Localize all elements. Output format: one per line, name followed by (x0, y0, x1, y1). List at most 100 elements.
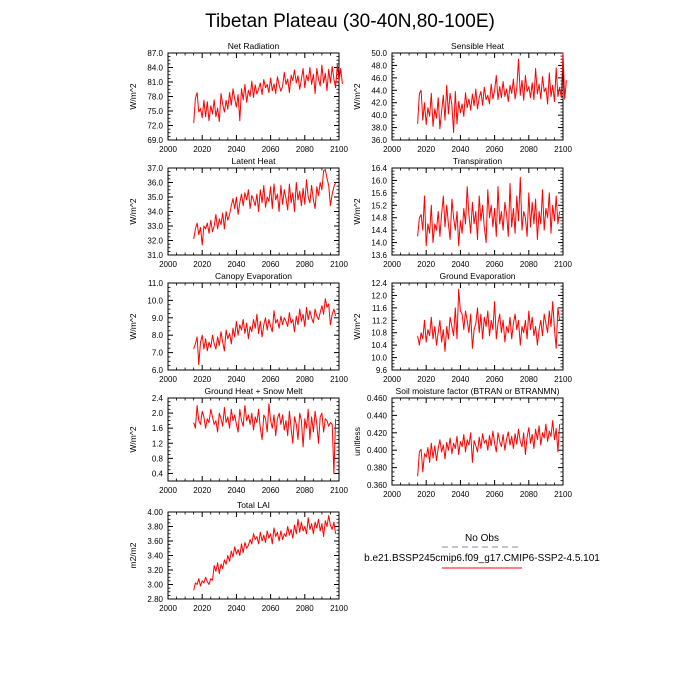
y-tick-label: 46.0 (371, 74, 387, 83)
y-axis-label: W/m^2 (128, 426, 138, 452)
y-tick-label: 2.0 (152, 409, 164, 418)
y-tick-label: 15.6 (371, 189, 387, 198)
y-tick-label: 3.60 (147, 537, 163, 546)
y-axis-label: unitless (352, 427, 362, 456)
x-tick-label: 2060 (262, 486, 280, 495)
x-tick-label: 2000 (159, 260, 177, 269)
y-tick-label: 10.4 (371, 341, 387, 350)
plot-frame (167, 282, 340, 371)
x-tick-label: 2040 (228, 604, 246, 613)
y-tick-label: 10.0 (371, 354, 387, 363)
figure-title: Tibetan Plateau (30-40N,80-100E) (205, 11, 495, 32)
panel-total_lai: Total LAI m2/m2 2.80 3.00 3.20 3.40 3.60 3.80 4.… (128, 500, 348, 613)
y-tick-label: 69.0 (147, 136, 163, 145)
x-tick-label: 2020 (193, 486, 211, 495)
y-tick-label: 84.0 (147, 64, 163, 73)
y-tick-label: 3.40 (147, 552, 163, 561)
series-line-model (193, 515, 337, 591)
y-tick-label: 38.0 (371, 124, 387, 133)
x-tick-label: 2100 (330, 604, 348, 613)
y-tick-label: 9.0 (152, 314, 164, 323)
panel-title: Canopy Evaporation (215, 271, 292, 281)
panel-title: Transpiration (453, 156, 503, 166)
y-tick-label: 36.0 (147, 179, 163, 188)
x-tick-label: 2060 (262, 375, 280, 384)
y-tick-label: 87.0 (147, 49, 163, 58)
x-tick-label: 2040 (452, 490, 470, 499)
panel-title: Total LAI (237, 500, 270, 510)
panel-ground_heat_snow_melt: Ground Heat + Snow Melt W/m^2 0.4 0.8 1.2 1.6… (128, 386, 348, 495)
x-tick-label: 2080 (520, 375, 538, 384)
y-tick-label: 81.0 (147, 78, 163, 87)
panel-title: Ground Heat + Snow Melt (204, 386, 303, 396)
x-tick-label: 2020 (417, 145, 435, 154)
plot-frame (167, 167, 340, 256)
y-axis-label: W/m^2 (128, 83, 138, 109)
y-tick-label: 36.0 (371, 136, 387, 145)
y-tick-label: 42.0 (371, 99, 387, 108)
x-tick-label: 2060 (486, 145, 504, 154)
plot-frame (167, 511, 340, 600)
x-tick-label: 2040 (228, 145, 246, 154)
y-tick-label: 34.0 (147, 208, 163, 217)
x-tick-label: 2080 (296, 260, 314, 269)
y-tick-label: 72.0 (147, 122, 163, 131)
legend-obs-label: No Obs (465, 533, 499, 544)
y-tick-label: 75.0 (147, 107, 163, 116)
x-tick-label: 2100 (554, 145, 572, 154)
x-tick-label: 2040 (228, 486, 246, 495)
series-line-model (193, 64, 343, 124)
x-tick-label: 2000 (159, 604, 177, 613)
x-tick-label: 2060 (486, 490, 504, 499)
x-tick-label: 2000 (159, 486, 177, 495)
x-tick-label: 2040 (228, 375, 246, 384)
y-tick-label: 40.0 (371, 111, 387, 120)
y-axis-label: W/m^2 (128, 198, 138, 224)
x-tick-label: 2020 (193, 145, 211, 154)
y-tick-label: 0.460 (367, 394, 388, 403)
x-tick-label: 2100 (554, 490, 572, 499)
x-tick-label: 2040 (452, 145, 470, 154)
x-tick-label: 2100 (330, 260, 348, 269)
x-tick-label: 2080 (296, 375, 314, 384)
y-tick-label: 0.440 (367, 411, 388, 420)
y-tick-label: 14.0 (371, 239, 387, 248)
x-tick-label: 2020 (417, 260, 435, 269)
panel-transpiration: Transpiration W/m^2 13.6 14.0 14.4 14.8 15.2 15… (352, 156, 572, 269)
y-tick-label: 10.0 (147, 296, 163, 305)
panel-title: Ground Evaporation (439, 271, 515, 281)
x-tick-label: 2000 (383, 260, 401, 269)
y-tick-label: 48.0 (371, 61, 387, 70)
y-tick-label: 0.360 (367, 481, 388, 490)
y-tick-label: 7.0 (152, 349, 164, 358)
x-tick-label: 2020 (193, 375, 211, 384)
panel-title: Soil moisture factor (BTRAN or BTRANMN) (396, 386, 560, 396)
y-tick-label: 0.400 (367, 446, 388, 455)
x-tick-label: 2060 (486, 260, 504, 269)
x-tick-label: 2080 (296, 604, 314, 613)
y-axis-label: m2/m2 (128, 542, 138, 568)
x-tick-label: 2000 (383, 375, 401, 384)
legend-model-label: b.e21.BSSP245cmip6.f09_g17.CMIP6-SSP2-4.… (364, 553, 600, 564)
x-tick-label: 2060 (486, 375, 504, 384)
x-tick-label: 2000 (383, 145, 401, 154)
y-tick-label: 14.4 (371, 226, 387, 235)
y-tick-label: 0.380 (367, 464, 388, 473)
x-tick-label: 2020 (193, 260, 211, 269)
y-tick-label: 2.80 (147, 595, 163, 604)
x-tick-label: 2080 (296, 145, 314, 154)
series-line-model (193, 403, 337, 474)
x-tick-label: 2000 (383, 490, 401, 499)
y-tick-label: 37.0 (147, 164, 163, 173)
series-line-model (417, 420, 561, 477)
series-line-model (417, 52, 567, 133)
x-tick-label: 2020 (417, 490, 435, 499)
x-tick-label: 2040 (452, 375, 470, 384)
plot-frame (391, 52, 564, 141)
y-tick-label: 3.80 (147, 523, 163, 532)
panel-latent_heat: Latent Heat W/m^2 31.0 32.0 33.0 34.0 35.0 36.0… (128, 156, 348, 269)
x-tick-label: 2000 (159, 145, 177, 154)
x-tick-label: 2100 (330, 145, 348, 154)
y-tick-label: 6.0 (152, 366, 164, 375)
